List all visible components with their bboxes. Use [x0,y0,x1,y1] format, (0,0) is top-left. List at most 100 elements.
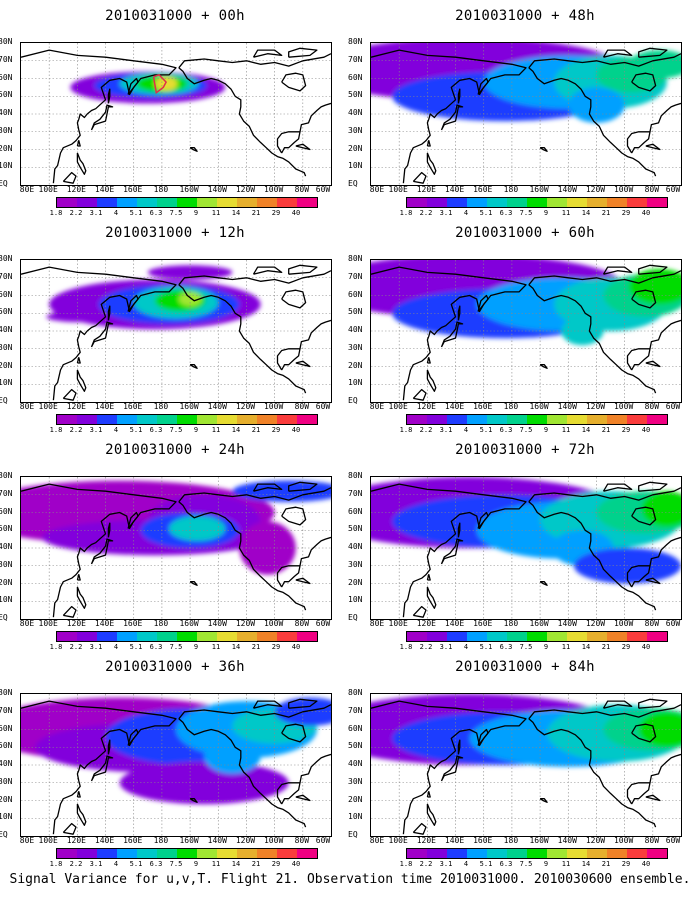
colorbar-label: 3.1 [439,860,453,868]
longitude-label: 80E [19,185,35,194]
coastline [649,102,681,132]
coastline [477,77,489,95]
colorbar-swatch [197,198,217,207]
latitude-label: 40N [0,108,13,117]
coastline [602,266,633,275]
colorbar-label: 6.3 [149,860,163,868]
colorbar-swatch [427,849,447,858]
coastline [178,67,307,177]
longitude-label: 120E [416,619,436,628]
colorbar-swatch [177,198,197,207]
coastline [295,577,311,585]
longitude-axis: 80E 100E 120E 140E 160E 180 160W 140W 120W 100W 80… [370,619,682,629]
colorbar-label: 1.8 [49,643,63,651]
colorbar-swatch [647,198,667,207]
latitude-label: EQ [348,179,358,188]
longitude-label: 60W [665,185,681,194]
colorbar-swatch [467,415,487,424]
colorbar [406,631,668,642]
coastline [457,739,461,755]
colorbar-label: 11 [561,860,571,868]
colorbar-label: 1.8 [399,209,413,217]
coastline [626,782,651,805]
colorbar-label: 1.8 [399,426,413,434]
colorbar-swatch [607,198,627,207]
coastline [649,319,681,349]
colorbar-swatch [257,198,277,207]
longitude-label: 180 [503,619,519,628]
coastline [178,270,331,286]
colorbar-label: 3.1 [89,860,103,868]
coastline [426,152,437,175]
colorbar-labels: 1.8 2.2 3.1 4 5.1 6.3 7.5 9 11 14 21 29 40 [50,209,318,218]
colorbar-label: 29 [271,643,281,651]
colorbar-swatch [647,849,667,858]
longitude-label: 180 [153,185,169,194]
latitude-label: 20N [0,794,13,804]
coastline [426,573,431,581]
map-panel: 2010031000 + 36h 80N 70N 60N 50N 40N 30N 20N 10N… [0,651,350,873]
latitude-label: 60N [348,506,363,516]
latitude-label: 60N [0,723,13,733]
latitude-label: 60N [348,723,363,733]
signal-variance-patch [641,491,681,527]
coastline [638,264,668,275]
colorbar-label: 9 [543,860,549,868]
colorbar-label: 21 [251,643,261,651]
colorbar-swatch [237,632,257,641]
colorbar-label: 2.2 [419,643,433,651]
colorbar-swatch [217,849,237,858]
longitude-label: 180 [503,402,519,411]
longitude-label: 160W [179,836,199,845]
colorbar-swatch [407,632,427,641]
longitude-label: 120E [66,619,86,628]
coastline [21,266,177,401]
longitude-label: 140W [557,185,577,194]
longitude-label: 140E [94,185,115,194]
colorbar-swatch [257,849,277,858]
coastline [76,139,81,147]
coastline [426,139,431,147]
latitude-label: 10N [0,378,13,388]
colorbar-label: 11 [211,643,221,651]
coastline [276,348,301,371]
coastline [440,321,464,348]
coastline [178,487,331,503]
map-plot [20,476,332,620]
colorbar-label: 4 [113,426,119,434]
longitude-label: 180 [503,185,519,194]
coastline [76,790,81,798]
colorbar-swatch [117,415,137,424]
panel-title: 2010031000 + 12h [105,225,245,241]
longitude-label: 80E [19,619,35,628]
coastline [299,319,331,349]
panel-title: 2010031000 + 24h [105,442,245,458]
longitude-label: 120W [235,619,256,628]
longitude-label: 120W [235,185,256,194]
colorbar-label: 7.5 [169,209,183,217]
colorbar [406,197,668,208]
coastline [638,481,668,492]
latitude-label: 40N [0,759,13,768]
longitude-axis: 80E 100E 120E 140E 160E 180 160W 140W 120W 100W 80… [370,402,682,412]
coastline [295,143,311,151]
colorbar-label: 5.1 [479,643,493,651]
colorbar-label: 6.3 [499,643,513,651]
longitude-label: 100E [38,185,58,194]
latitude-label: 60N [0,72,13,82]
colorbar-label: 5.1 [479,426,493,434]
latitude-label: EQ [0,613,8,622]
latitude-label: EQ [348,613,358,622]
latitude-label: 70N [348,705,363,715]
colorbar-label: 14 [231,209,241,217]
longitude-label: 180 [503,836,519,845]
coastline [281,72,307,92]
latitude-label: 20N [0,143,13,153]
coastline [288,264,318,275]
colorbar-swatch [627,849,647,858]
map-panel: 2010031000 + 00h 80N 70N 60N 50N 40N 30N 20N 10N… [0,0,350,222]
latitude-label: 70N [0,705,13,715]
latitude-label: 50N [0,524,13,534]
colorbar-label: 4 [463,643,469,651]
longitude-label: 140E [444,619,465,628]
